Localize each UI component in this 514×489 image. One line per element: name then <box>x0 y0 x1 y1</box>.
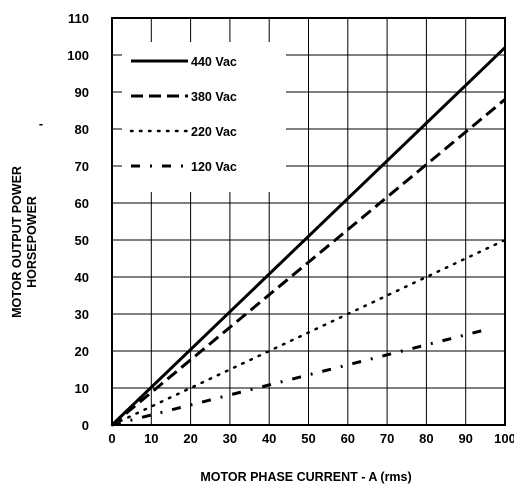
legend-label-440-vac: 440 Vac <box>191 55 237 69</box>
x-axis-label: MOTOR PHASE CURRENT - A (rms) <box>200 470 411 484</box>
x-tick-label: 70 <box>380 431 394 446</box>
x-tick-label: 0 <box>108 431 115 446</box>
y-tick-label: 90 <box>75 85 89 100</box>
y-tick-label: 20 <box>75 344 89 359</box>
legend-box <box>122 42 286 192</box>
y-tick-label: 40 <box>75 270 89 285</box>
y-axis-label-line-2: HORSEPOWER <box>25 196 39 288</box>
x-tick-label: 80 <box>419 431 433 446</box>
x-tick-label: 30 <box>223 431 237 446</box>
y-tick-label: 50 <box>75 233 89 248</box>
series-line-120-vac <box>111 327 490 427</box>
y-tick-label: 30 <box>75 307 89 322</box>
y-tick-label: 70 <box>75 159 89 174</box>
series-line-380-vac <box>111 98 506 427</box>
legend-label-220-vac: 220 Vac <box>191 125 237 139</box>
y-tick-label: 80 <box>75 122 89 137</box>
y-tick-label: 110 <box>68 11 89 26</box>
series-lines <box>110 46 507 427</box>
x-tick-label: 50 <box>301 431 315 446</box>
legend-label-380-vac: 380 Vac <box>191 90 237 104</box>
x-tick-label: 90 <box>458 431 472 446</box>
y-tick-labels: 0 10 20 30 40 50 60 70 80 90 100 110 <box>67 11 89 433</box>
x-tick-label: 100 <box>494 431 514 446</box>
y-tick-label: 60 <box>75 196 89 211</box>
y-tick-label: 10 <box>75 381 89 396</box>
legend-label-120-vac: 120 Vac <box>191 160 237 174</box>
x-tick-label: 40 <box>262 431 276 446</box>
x-tick-label: 10 <box>144 431 158 446</box>
x-tick-label: 60 <box>341 431 355 446</box>
y-tick-label: 0 <box>82 418 89 433</box>
y-axis-label-dash: - <box>39 117 43 131</box>
y-tick-label: 100 <box>67 48 89 63</box>
y-axis-label-line-1: MOTOR OUTPUT POWER <box>10 166 24 318</box>
x-tick-label: 20 <box>183 431 197 446</box>
y-axis-label: MOTOR OUTPUT POWER HORSEPOWER <box>10 166 39 318</box>
legend: 440 Vac 380 Vac 220 Vac 120 Vac <box>122 42 286 192</box>
series-line-440-vac <box>110 46 507 427</box>
series-line-220-vac <box>110 238 507 427</box>
plot-frame <box>111 17 506 426</box>
x-tick-labels: 0 10 20 30 40 50 60 70 80 90 100 <box>108 431 514 446</box>
